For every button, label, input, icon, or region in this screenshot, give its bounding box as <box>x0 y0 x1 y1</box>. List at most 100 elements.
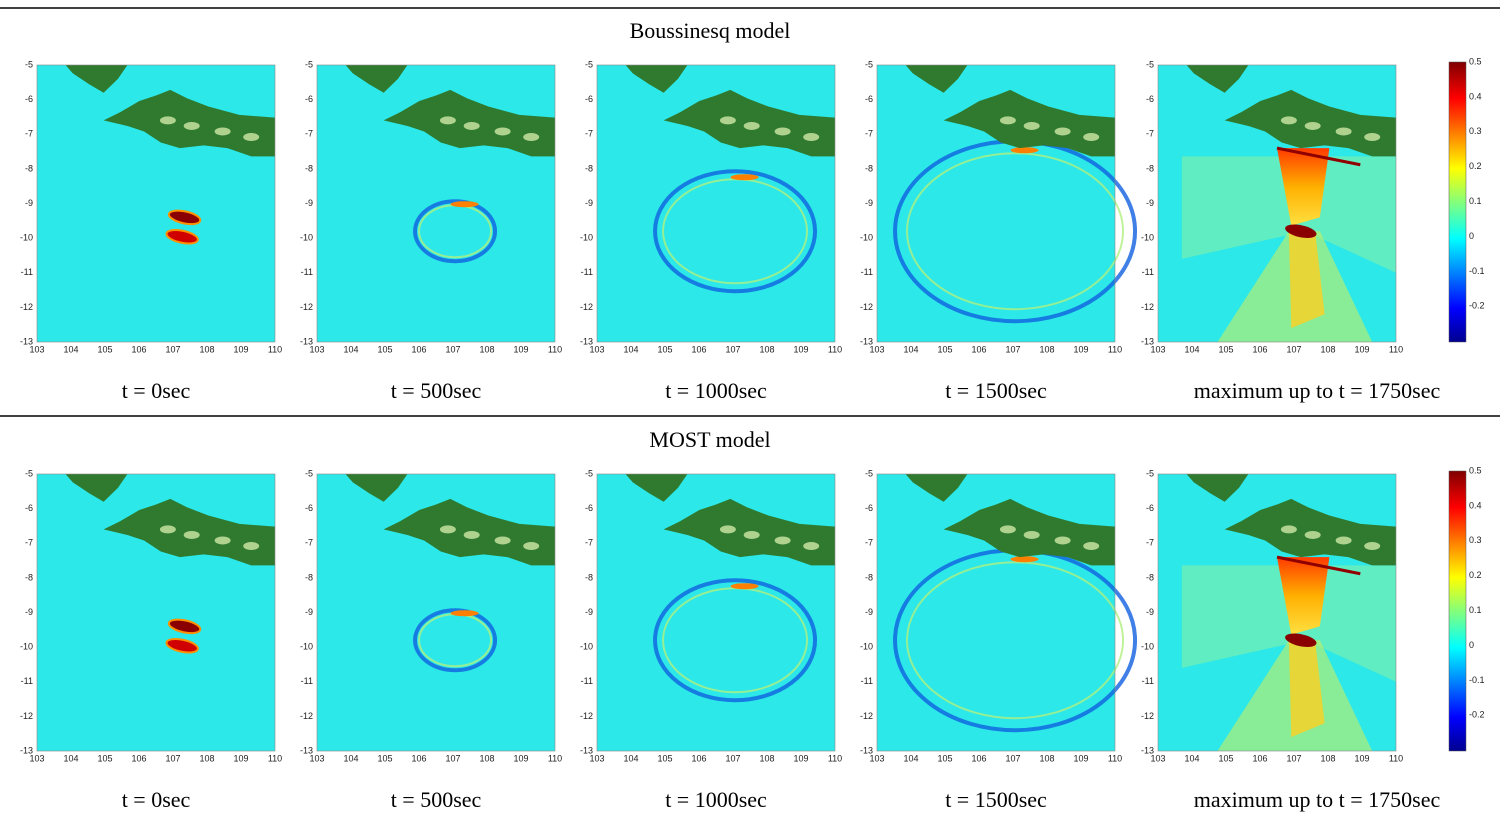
y-tick-label: -10 <box>300 233 313 243</box>
y-tick-label: -11 <box>861 267 873 277</box>
y-tick-label: -5 <box>1146 468 1154 478</box>
colorbar-tick-label: 0.4 <box>1469 91 1482 101</box>
highland <box>743 121 760 130</box>
y-tick-label: -9 <box>1146 607 1154 617</box>
y-tick-label: -13 <box>860 336 873 346</box>
y-tick-label: -7 <box>25 538 33 548</box>
highland <box>1364 133 1381 142</box>
wave-crest <box>1010 147 1039 154</box>
x-tick-label: 108 <box>199 753 214 763</box>
row-title: Boussinesq model <box>630 18 791 43</box>
land <box>345 474 408 502</box>
y-tick-label: -7 <box>25 129 33 139</box>
colorbar-tick-label: 0.2 <box>1469 570 1482 580</box>
wave-ring <box>906 152 1125 311</box>
x-tick-label: 109 <box>1354 753 1369 763</box>
x-tick-label: 109 <box>513 344 528 354</box>
x-tick-label: 109 <box>1073 344 1088 354</box>
x-tick-label: 103 <box>309 344 324 354</box>
wave-ring <box>413 608 498 673</box>
y-tick-label: -5 <box>305 59 313 69</box>
panel-caption: t = 1500sec <box>945 787 1047 812</box>
highland <box>523 542 540 551</box>
colorbar-tick-label: -0.1 <box>1469 266 1485 276</box>
highland <box>183 121 200 130</box>
initial-wave <box>167 209 202 226</box>
x-tick-label: 107 <box>725 753 740 763</box>
wave-crest <box>450 201 479 208</box>
coast-max <box>1276 146 1361 167</box>
y-tick-label: -11 <box>581 267 593 277</box>
land <box>65 474 128 502</box>
y-tick-label: -10 <box>20 233 33 243</box>
y-tick-label: -10 <box>1141 233 1154 243</box>
y-tick-label: -12 <box>20 302 33 312</box>
highland <box>1280 116 1297 125</box>
colorbar-tick-label: -0.1 <box>1469 675 1485 685</box>
highland <box>159 525 176 534</box>
x-tick-label: 107 <box>165 753 180 763</box>
colorbar-tick-label: -0.2 <box>1469 301 1485 311</box>
x-tick-label: 107 <box>165 344 180 354</box>
y-tick-label: -10 <box>860 642 873 652</box>
y-tick-label: -11 <box>581 676 593 686</box>
y-tick-label: -10 <box>20 642 33 652</box>
map-panel <box>36 64 276 343</box>
y-tick-label: -6 <box>585 94 593 104</box>
y-tick-label: -5 <box>1146 59 1154 69</box>
y-tick-label: -7 <box>305 129 313 139</box>
highland <box>1335 127 1352 136</box>
y-tick-label: -8 <box>865 572 873 582</box>
highland <box>523 133 540 142</box>
max-plume <box>1277 557 1330 635</box>
x-tick-label: 103 <box>29 753 44 763</box>
highland <box>803 542 820 551</box>
x-tick-label: 109 <box>1354 344 1369 354</box>
y-tick-label: -6 <box>305 94 313 104</box>
plot-frame <box>876 473 1116 752</box>
y-tick-label: -8 <box>585 163 593 173</box>
y-tick-label: -10 <box>300 642 313 652</box>
land <box>345 65 408 93</box>
x-tick-label: 104 <box>343 753 358 763</box>
highland <box>719 116 736 125</box>
x-tick-label: 103 <box>309 753 324 763</box>
max-plume <box>1288 640 1325 738</box>
x-tick-label: 108 <box>479 344 494 354</box>
panel-caption: t = 500sec <box>391 787 482 812</box>
y-tick-label: -8 <box>305 163 313 173</box>
source-max <box>1285 224 1317 238</box>
y-tick-label: -5 <box>865 468 873 478</box>
panel-caption: t = 500sec <box>391 378 482 403</box>
x-tick-label: 108 <box>1320 344 1335 354</box>
map-panel <box>1157 473 1397 752</box>
colorbar-tick-label: 0.2 <box>1469 161 1482 171</box>
y-tick-label: -8 <box>25 572 33 582</box>
x-tick-label: 103 <box>869 344 884 354</box>
y-tick-label: -8 <box>1146 572 1154 582</box>
y-tick-label: -6 <box>865 94 873 104</box>
x-tick-label: 109 <box>1073 753 1088 763</box>
plot-frame <box>36 64 276 343</box>
x-tick-label: 105 <box>937 753 952 763</box>
x-tick-label: 108 <box>479 753 494 763</box>
x-tick-label: 105 <box>377 344 392 354</box>
wave-ring <box>906 561 1125 720</box>
x-tick-label: 109 <box>233 344 248 354</box>
x-tick-label: 109 <box>793 753 808 763</box>
x-tick-label: 106 <box>691 753 706 763</box>
panel-caption: t = 1000sec <box>665 787 767 812</box>
y-tick-label: -13 <box>1141 336 1154 346</box>
land <box>625 65 688 93</box>
y-tick-label: -5 <box>25 59 33 69</box>
plot-frame <box>596 64 836 343</box>
map-panel <box>316 64 556 343</box>
plot-frame <box>876 64 1116 343</box>
plot-frame <box>596 473 836 752</box>
colorbar-tick-label: 0.5 <box>1469 465 1482 475</box>
colorbar-tick-label: 0.5 <box>1469 56 1482 66</box>
y-tick-label: -9 <box>865 607 873 617</box>
map-panel <box>876 473 1138 752</box>
x-tick-label: 105 <box>1218 344 1233 354</box>
x-tick-label: 104 <box>1184 753 1199 763</box>
